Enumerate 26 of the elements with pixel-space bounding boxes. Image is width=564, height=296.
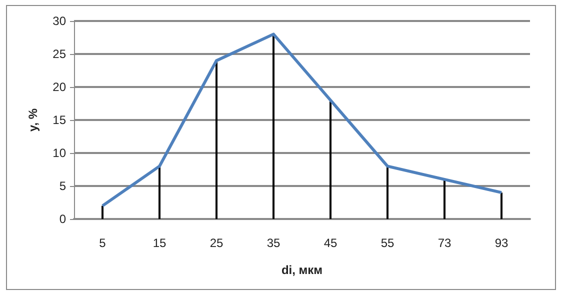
- x-tick-label: 73: [438, 236, 452, 250]
- y-axis-title: y, %: [26, 108, 40, 132]
- x-tick-label: 25: [210, 236, 224, 250]
- bar: [216, 60, 218, 219]
- y-tick-label: 0: [59, 212, 66, 226]
- x-tick-label: 15: [152, 236, 166, 250]
- bar: [272, 34, 274, 219]
- x-tick-label: 45: [324, 236, 338, 250]
- x-tick-label: 55: [380, 236, 394, 250]
- x-tick-label: 93: [494, 236, 508, 250]
- line-series: [101, 32, 503, 208]
- x-tick-label: 5: [99, 236, 106, 250]
- bar: [500, 192, 502, 219]
- bar: [330, 100, 332, 219]
- bar: [102, 206, 104, 219]
- y-tick-label: 25: [52, 47, 66, 61]
- bar: [158, 166, 160, 219]
- x-tick-label: 35: [266, 236, 280, 250]
- bar: [386, 166, 388, 219]
- y-tick-label: 20: [52, 80, 66, 94]
- y-tick-label: 30: [52, 14, 66, 28]
- y-tick-label: 15: [52, 113, 66, 127]
- x-axis-title: di, мкм: [281, 263, 323, 277]
- y-tick-label: 10: [52, 146, 66, 160]
- y-tick-label: 5: [59, 179, 66, 193]
- bar: [444, 179, 446, 219]
